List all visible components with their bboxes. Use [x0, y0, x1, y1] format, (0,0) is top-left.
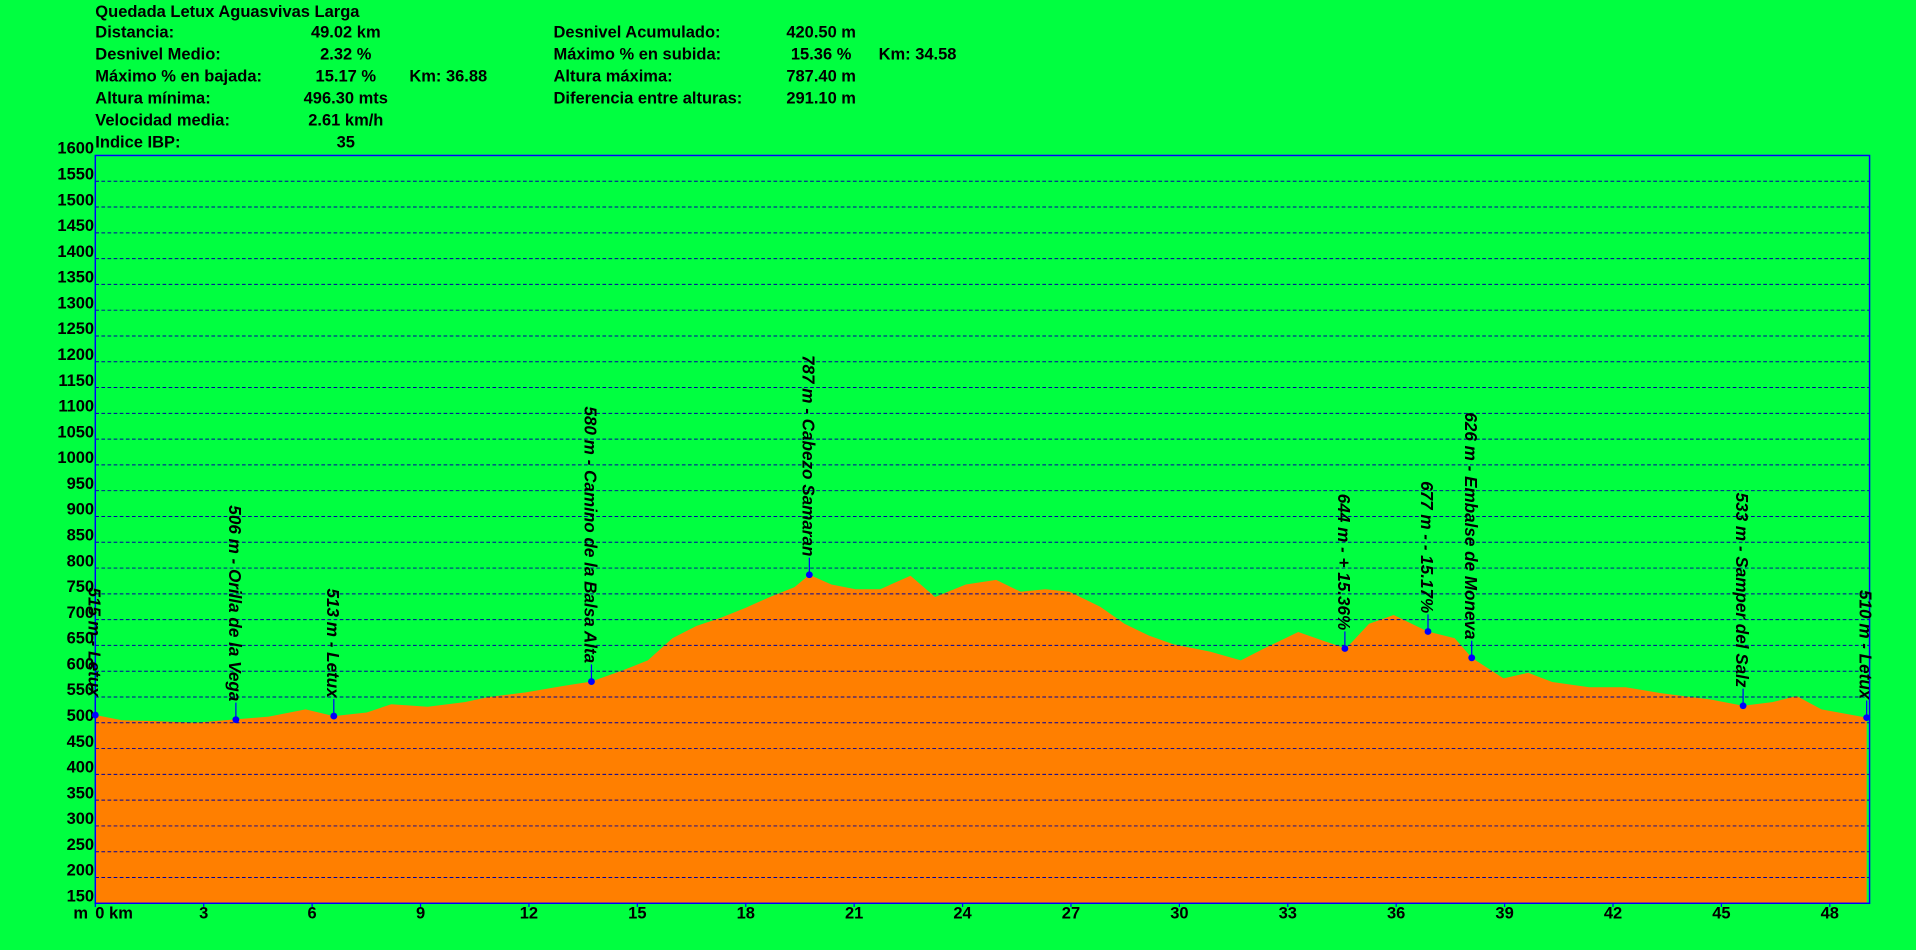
y-tick-label: 200 [67, 862, 95, 880]
x-tick-label: 21 [845, 905, 863, 923]
y-tick-label: 1100 [58, 398, 94, 416]
x-tick-label: 27 [1062, 905, 1080, 923]
x-tick-label: 15 [628, 905, 646, 923]
waypoint-marker [1739, 702, 1747, 710]
x-tick-label: 24 [953, 905, 972, 923]
y-tick-label: 1600 [57, 140, 94, 158]
y-tick-label: 1000 [57, 449, 94, 467]
x-tick-label: 18 [737, 905, 755, 923]
x-tick-label: 48 [1821, 905, 1839, 923]
y-tick-label: 1550 [57, 165, 94, 183]
x-tick-label: 33 [1279, 905, 1297, 923]
stat-value: 2.61 km/h [308, 112, 383, 130]
x-tick-label: 0 km [95, 905, 133, 923]
x-tick-label: 36 [1387, 905, 1405, 923]
x-tick-label: 12 [520, 905, 538, 923]
y-tick-label: 450 [67, 733, 95, 751]
y-tick-label: 1350 [57, 269, 94, 287]
stat-value: 291.10 m [786, 90, 856, 108]
y-tick-label: 1450 [57, 217, 94, 235]
y-axis-label: m [73, 905, 88, 923]
y-tick-label: 1500 [57, 191, 94, 209]
waypoint-marker [588, 678, 595, 685]
y-tick-label: 300 [67, 810, 95, 828]
stat-value: 49.02 km [311, 24, 381, 42]
y-tick-label: 850 [67, 527, 95, 545]
y-tick-label: 700 [67, 604, 95, 622]
waypoint-label: 626 m - Embalse de Moneva [1461, 412, 1480, 639]
stat-label: Altura máxima: [554, 68, 673, 86]
y-tick-label: 1050 [57, 423, 94, 441]
x-tick-label: 39 [1495, 905, 1513, 923]
plot-border [94, 154, 1871, 905]
waypoint-label: 515 m - Letux [84, 587, 103, 698]
waypoint-marker [1424, 628, 1432, 635]
stat-label: Máximo % en bajada: [95, 68, 262, 86]
x-tick-label: 3 [199, 905, 208, 923]
waypoint-marker [1863, 714, 1871, 722]
waypoint-label: 506 m - Orilla de la Vega [225, 505, 244, 701]
stat-value: 496.30 mts [304, 90, 388, 108]
y-tick-label: 950 [67, 475, 95, 493]
elevation-area [95, 574, 1867, 904]
y-tick-label: 750 [67, 578, 95, 596]
stat-label: Desnivel Medio: [95, 46, 221, 64]
waypoint-marker [330, 712, 338, 720]
y-tick-label: 550 [67, 681, 95, 699]
waypoint-marker [232, 716, 240, 724]
stat-value: 35 [337, 134, 355, 152]
stat-label: Velocidad media: [95, 112, 230, 130]
y-tick-label: 900 [67, 501, 95, 519]
stat-value: 787.40 m [786, 68, 856, 86]
y-tick-label: 1150 [58, 372, 94, 390]
x-tick-label: 6 [308, 905, 317, 923]
y-tick-label: 1250 [57, 320, 94, 338]
stat-extra: Km: 36.88 [409, 68, 487, 86]
stat-value: 15.36 % [791, 46, 852, 64]
y-tick-label: 1200 [57, 346, 94, 364]
y-tick-label: 350 [67, 784, 95, 802]
stat-label: Máximo % en subida: [554, 46, 722, 64]
y-tick-label: 600 [67, 655, 95, 673]
stat-extra: Km: 34.58 [879, 46, 957, 64]
waypoint-label: 533 m - Samper del Salz [1732, 493, 1751, 688]
y-tick-label: 250 [67, 836, 95, 854]
stat-label: Desnivel Acumulado: [554, 24, 721, 42]
stat-label: Diferencia entre alturas: [554, 90, 743, 108]
waypoint-marker [805, 571, 813, 579]
waypoint-marker [1341, 645, 1349, 652]
stat-value: 15.17 % [316, 68, 377, 86]
y-tick-label: 1300 [57, 294, 94, 312]
waypoint-label: 510 m - Letux [1856, 590, 1875, 701]
stat-label: Altura mínima: [95, 90, 210, 108]
y-tick-label: 650 [67, 630, 95, 648]
y-tick-label: 800 [67, 552, 95, 570]
stat-value: 420.50 m [786, 24, 856, 42]
waypoint-label: 677 m - - 15.17% [1417, 481, 1436, 613]
chart-title: Quedada Letux Aguasvivas Larga [95, 3, 360, 21]
x-tick-label: 9 [416, 905, 425, 923]
waypoint-label: 787 m - Cabezo Samaran [798, 355, 817, 556]
stat-label: Distancia: [95, 24, 174, 42]
y-tick-label: 150 [67, 888, 95, 906]
x-tick-label: 30 [1170, 905, 1188, 923]
waypoint-marker [91, 711, 99, 719]
x-tick-label: 45 [1712, 905, 1730, 923]
waypoint-label: 513 m - Letux [323, 588, 342, 699]
stat-label: Indice IBP: [95, 134, 180, 152]
y-tick-label: 500 [67, 707, 95, 725]
waypoint-label: 644 m - + 15.36% [1334, 494, 1353, 630]
waypoint-label: 580 m - Camino de la Balsa Alta [580, 406, 599, 663]
y-tick-label: 1400 [57, 243, 94, 261]
x-tick-label: 42 [1604, 905, 1622, 923]
y-tick-label: 400 [67, 759, 95, 777]
waypoint-marker [1468, 654, 1476, 662]
stat-value: 2.32 % [320, 46, 372, 64]
